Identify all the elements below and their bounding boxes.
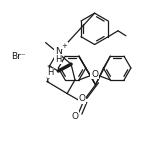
Text: N: N (55, 47, 62, 56)
Text: O: O (91, 70, 98, 79)
Text: O: O (72, 112, 78, 121)
Text: H: H (47, 68, 54, 78)
Text: Br⁻: Br⁻ (11, 52, 26, 61)
Text: H: H (55, 55, 61, 64)
Text: O: O (78, 94, 85, 103)
Text: +: + (61, 42, 67, 48)
